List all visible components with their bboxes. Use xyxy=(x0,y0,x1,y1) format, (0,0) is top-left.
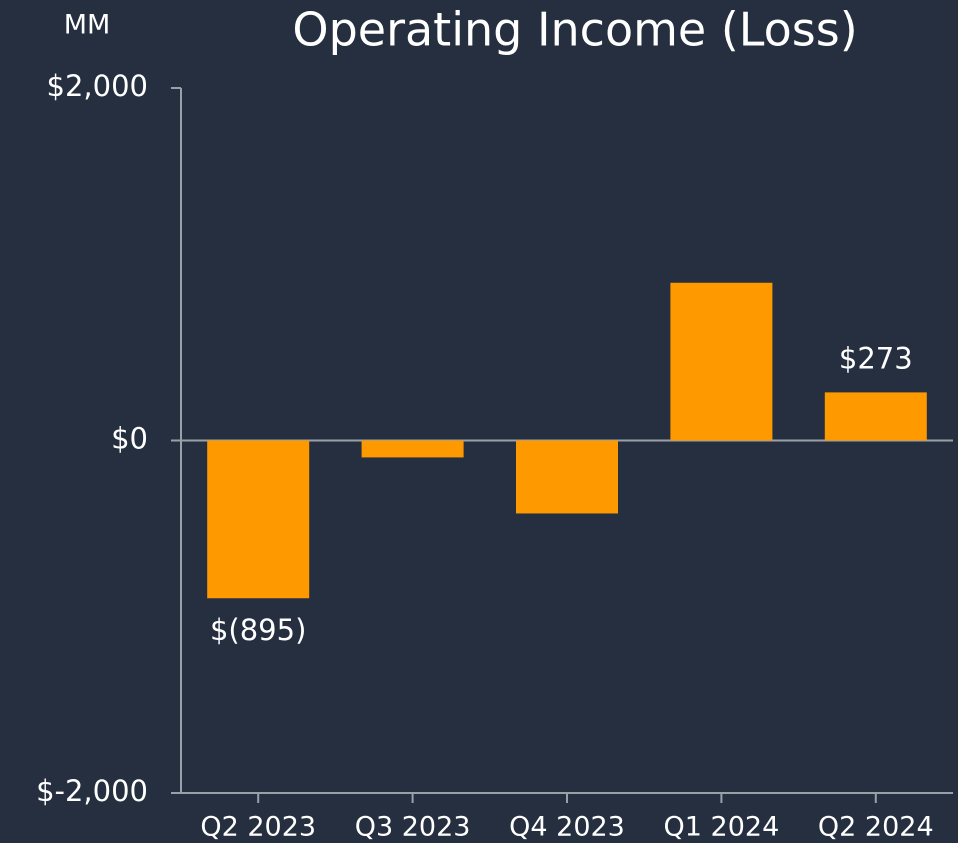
bar xyxy=(670,282,773,441)
value-label: $273 xyxy=(839,341,913,375)
chart-title: Operating Income (Loss) xyxy=(292,3,857,57)
x-tick-label: Q2 2023 xyxy=(200,812,316,843)
y-tick-label: $-2,000 xyxy=(36,774,148,808)
x-tick-label: Q2 2024 xyxy=(818,812,934,843)
bar xyxy=(361,440,464,458)
y-tick-label: $0 xyxy=(111,422,148,456)
x-tick-label: Q4 2023 xyxy=(509,812,625,843)
bar xyxy=(824,392,927,441)
x-tick-label: Q1 2024 xyxy=(664,812,780,843)
bar xyxy=(516,440,618,514)
bar xyxy=(207,440,310,599)
unit-label: MM xyxy=(64,10,111,41)
value-label: $(895) xyxy=(210,613,306,647)
x-tick-label: Q3 2023 xyxy=(355,812,471,843)
y-tick-label: $2,000 xyxy=(47,69,148,103)
